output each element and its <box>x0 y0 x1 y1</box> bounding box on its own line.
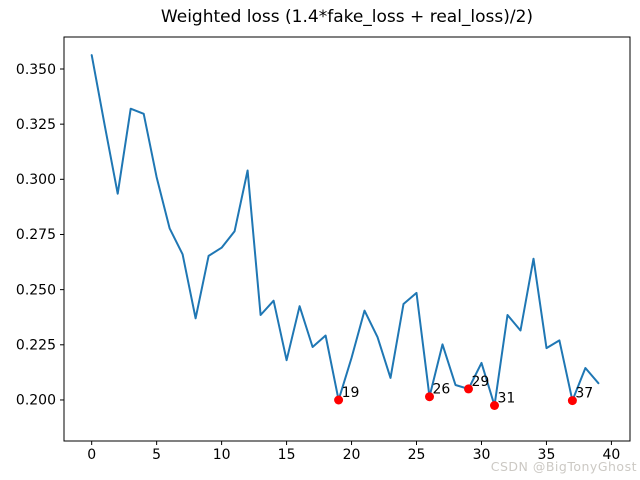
min-point-marker <box>425 392 434 402</box>
chart-title: Weighted loss (1.4*fake_loss + real_loss… <box>160 7 534 27</box>
y-tick-label: 0.300 <box>16 172 56 188</box>
min-point-label: 37 <box>575 386 593 402</box>
y-tick-label: 0.250 <box>16 282 56 298</box>
min-point-label: 29 <box>472 374 490 390</box>
min-point-marker <box>490 401 499 410</box>
loss-line <box>90 54 600 407</box>
y-tick-label: 0.225 <box>16 338 56 354</box>
x-tick-label: 0 <box>87 447 96 463</box>
x-tick-label: 20 <box>343 447 361 463</box>
min-point-marker <box>567 396 577 406</box>
x-tick-label: 35 <box>538 447 556 463</box>
min-point-label: 19 <box>342 385 360 401</box>
x-tick-label: 30 <box>473 447 491 463</box>
y-tick-label: 0.325 <box>16 117 56 133</box>
x-tick-label: 15 <box>278 447 296 463</box>
min-point-label: 31 <box>498 391 516 407</box>
y-tick-label: 0.200 <box>16 393 56 409</box>
y-tick-label: 0.275 <box>16 227 56 243</box>
min-point-marker <box>334 395 344 405</box>
y-tick-label: 0.350 <box>16 62 56 78</box>
x-tick-label: 10 <box>213 447 231 463</box>
x-tick-label: 40 <box>603 447 621 463</box>
min-point-marker <box>464 384 473 394</box>
x-tick-label: 5 <box>152 447 161 463</box>
plot-frame <box>63 36 631 442</box>
min-point-label: 26 <box>433 382 451 398</box>
x-tick-label: 25 <box>408 447 426 463</box>
watermark: CSDN @BigTonyGhost <box>490 459 637 474</box>
